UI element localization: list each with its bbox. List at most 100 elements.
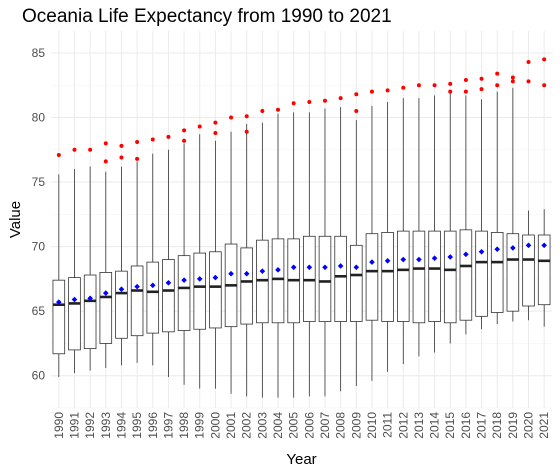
- box-2004: [271, 107, 285, 398]
- mean-marker: [384, 258, 391, 264]
- outlier-point: [182, 128, 187, 133]
- mean-marker: [118, 286, 125, 293]
- outlier-point: [479, 87, 484, 92]
- outlier-point: [276, 107, 281, 112]
- outlier-point: [213, 130, 218, 135]
- x-axis-title: Year: [286, 451, 316, 468]
- box-1994: [115, 143, 128, 366]
- outlier-point: [229, 115, 234, 120]
- mean-marker: [228, 270, 234, 277]
- mean-marker: [541, 242, 547, 249]
- outlier-point: [307, 100, 312, 105]
- outlier-point: [103, 141, 108, 146]
- outlier-point: [526, 59, 531, 64]
- mean-marker: [275, 267, 281, 273]
- mean-marker: [181, 277, 187, 283]
- y-tick-label: 80: [32, 111, 46, 125]
- x-tick-label: 1990: [52, 412, 66, 439]
- outlier-point: [88, 147, 93, 152]
- x-tick-label: 2000: [208, 412, 222, 439]
- x-tick-label: 2021: [537, 412, 551, 439]
- box-body: [130, 265, 144, 337]
- outlier-point: [260, 109, 265, 114]
- x-tick-label: 2014: [428, 412, 442, 439]
- grid: [51, 31, 552, 409]
- x-tick-label: 2017: [475, 412, 489, 439]
- mean-marker: [416, 256, 422, 263]
- outlier-point: [479, 76, 484, 81]
- box-body: [537, 234, 551, 306]
- outlier-point: [182, 138, 187, 143]
- outlier-point: [401, 85, 406, 90]
- x-tick-label: 2008: [334, 412, 348, 439]
- outlier-point: [197, 124, 202, 129]
- box-2019: [506, 75, 520, 322]
- outlier-point: [354, 92, 359, 97]
- x-tick-label: 2015: [443, 412, 457, 439]
- outlier-point: [416, 83, 421, 88]
- box-2009: [350, 92, 363, 387]
- outlier-point: [542, 57, 547, 62]
- outlier-point: [338, 96, 343, 101]
- outlier-point: [463, 89, 468, 94]
- box-1995: [130, 140, 144, 363]
- box-2001: [224, 115, 238, 394]
- box-body: [162, 259, 175, 333]
- box-body: [334, 235, 347, 322]
- outlier-point: [495, 83, 500, 88]
- box-body: [381, 232, 394, 322]
- box-body: [271, 238, 285, 324]
- box-2003: [256, 109, 269, 398]
- box-2008: [334, 96, 347, 392]
- mean-marker: [212, 274, 219, 281]
- mean-marker: [165, 279, 172, 286]
- box-1992: [83, 147, 97, 371]
- outlier-point: [166, 134, 171, 139]
- mean-marker: [87, 295, 93, 302]
- outlier-point: [213, 120, 218, 125]
- x-tick-label: 1998: [177, 412, 191, 439]
- box-body: [83, 274, 97, 350]
- mean-marker: [525, 242, 532, 249]
- outlier-point: [354, 109, 359, 114]
- box-body: [443, 230, 457, 324]
- mean-marker: [510, 245, 516, 251]
- mean-marker: [134, 283, 140, 290]
- box-body: [428, 230, 441, 322]
- outlier-point: [56, 152, 61, 157]
- mean-marker: [56, 299, 62, 305]
- outlier-point: [385, 88, 390, 93]
- outlier-point: [448, 89, 453, 94]
- outlier-point: [463, 78, 468, 83]
- x-tick-label: 1992: [83, 412, 97, 439]
- mean-marker: [306, 264, 313, 271]
- box-body: [209, 251, 222, 329]
- box-1997: [162, 134, 175, 378]
- box-body: [475, 230, 488, 317]
- y-tick-label: 70: [32, 240, 46, 254]
- box-2012: [396, 85, 410, 365]
- outlier-point: [119, 143, 124, 148]
- x-tick-label: 2010: [365, 412, 379, 439]
- box-body: [350, 244, 363, 322]
- x-tick-label: 2003: [255, 412, 269, 439]
- mean-marker: [196, 276, 203, 282]
- mean-marker: [322, 264, 328, 271]
- box-2010: [365, 89, 379, 381]
- x-tick-label: 1993: [99, 412, 113, 439]
- mean-marker: [259, 268, 266, 274]
- x-tick-label: 2004: [271, 412, 285, 439]
- box-1991: [68, 147, 81, 374]
- box-1990: [52, 152, 66, 378]
- x-tick-label: 2009: [349, 412, 363, 439]
- mean-marker: [102, 290, 109, 296]
- box-body: [365, 233, 379, 321]
- box-2020: [522, 59, 535, 321]
- box-body: [177, 255, 191, 331]
- y-tick-label: 75: [32, 175, 46, 189]
- outlier-point: [432, 83, 437, 88]
- mean-marker: [369, 259, 375, 265]
- box-2007: [318, 98, 332, 397]
- x-tick-label: 2013: [412, 412, 426, 439]
- box-2021: [537, 57, 551, 327]
